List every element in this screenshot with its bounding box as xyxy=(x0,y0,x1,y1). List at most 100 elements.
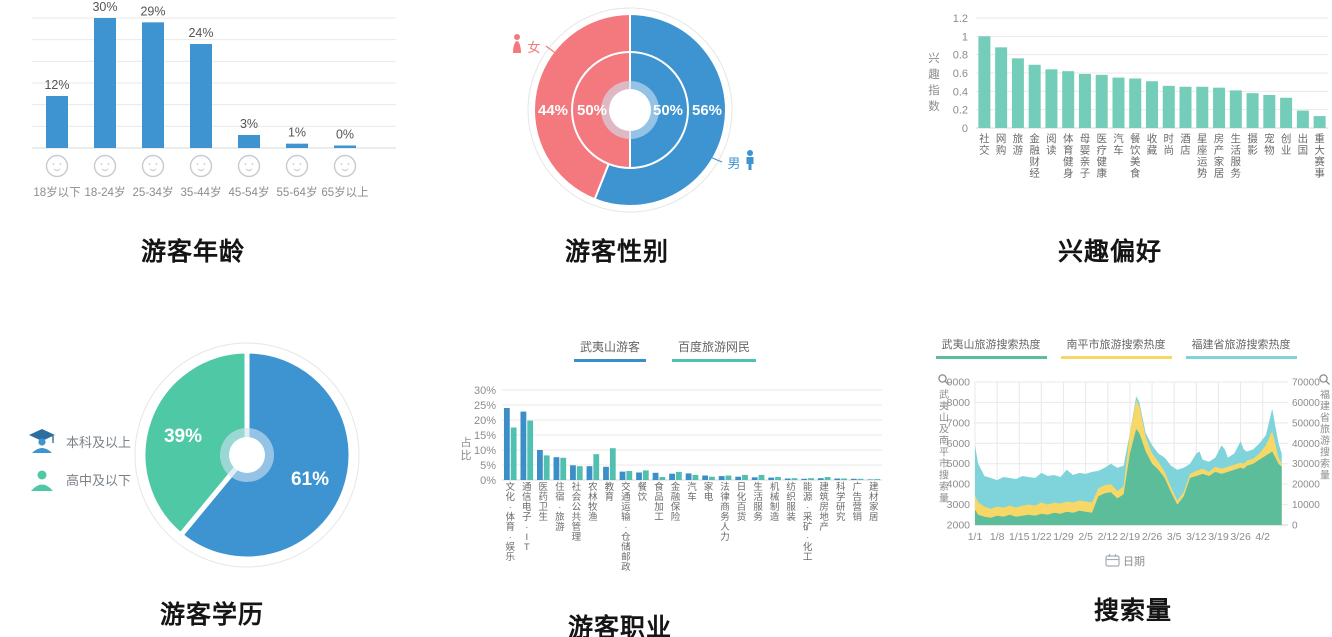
occupation-bar-wuyishan[interactable] xyxy=(570,465,576,480)
occupation-bar-wuyishan[interactable] xyxy=(503,408,510,480)
occupation-bar-wuyishan[interactable] xyxy=(636,472,642,481)
svg-text:5%: 5% xyxy=(480,460,496,472)
occupation-bar-wuyishan[interactable] xyxy=(603,466,609,480)
interest-bar[interactable] xyxy=(1162,85,1175,128)
occupation-bar-baidu[interactable] xyxy=(824,477,831,480)
occupation-bar-wuyishan[interactable] xyxy=(553,457,560,480)
interest-bar-chart: 0 0.2 0.4 0.6 0.8 1 1.2 兴趣指数社交网购旅游金融财经阅读体育健身母婴亲… xyxy=(928,13,1328,180)
occupation-bar-baidu[interactable] xyxy=(593,454,600,480)
interest-bar[interactable] xyxy=(1246,93,1259,128)
interest-bar[interactable] xyxy=(1296,110,1309,128)
svg-text:18岁以下: 18岁以下 xyxy=(33,185,80,199)
occupation-bar-wuyishan[interactable] xyxy=(685,473,692,480)
age-bar[interactable] xyxy=(94,18,116,148)
occupation-bar-wuyishan[interactable] xyxy=(850,478,857,480)
svg-text:兴趣指数: 兴趣指数 xyxy=(928,52,940,113)
occupation-bar-baidu[interactable] xyxy=(659,477,666,480)
svg-text:食品加工: 食品加工 xyxy=(654,481,664,523)
interest-bar[interactable] xyxy=(1062,71,1075,128)
occupation-bar-wuyishan[interactable] xyxy=(768,477,775,480)
search-area-chart: 2000 3000 4000 5000 6000 7000 8000 9000 1/1 1/8 1/… xyxy=(938,374,1330,568)
interest-bar[interactable] xyxy=(1112,77,1125,128)
interest-bar[interactable] xyxy=(1229,90,1242,128)
occupation-bar-wuyishan[interactable] xyxy=(751,477,758,480)
occupation-bar-wuyishan[interactable] xyxy=(702,475,709,481)
interest-bar[interactable] xyxy=(1095,74,1108,128)
interest-bar[interactable] xyxy=(1011,58,1024,129)
occupation-bar-wuyishan[interactable] xyxy=(834,478,841,481)
svg-text:时尚: 时尚 xyxy=(1164,133,1175,157)
occupation-bar-wuyishan[interactable] xyxy=(619,471,626,480)
age-bar[interactable] xyxy=(334,145,356,149)
interest-bar[interactable] xyxy=(1280,97,1293,128)
interest-bar[interactable] xyxy=(1179,86,1192,128)
occupation-bar-wuyishan[interactable] xyxy=(537,450,543,480)
occupation-bar-wuyishan[interactable] xyxy=(735,476,742,480)
occupation-bar-wuyishan[interactable] xyxy=(669,473,675,480)
occupation-bar-wuyishan[interactable] xyxy=(652,472,659,480)
occupation-bar-wuyishan[interactable] xyxy=(801,478,808,480)
legend-item-福建省旅游搜索热度[interactable]: 福建省旅游搜索热度 xyxy=(1185,334,1297,359)
occupation-bar-wuyishan[interactable] xyxy=(718,476,725,480)
occupation-bar-baidu[interactable] xyxy=(543,455,550,480)
age-bar[interactable] xyxy=(286,143,308,148)
area-series[interactable] xyxy=(975,429,1282,525)
pie-plate-ring xyxy=(527,7,733,213)
legend-item-wuyishan-tourist[interactable]: 武夷山游客 xyxy=(573,336,646,362)
occupation-bar-baidu[interactable] xyxy=(709,476,715,480)
interest-bar[interactable] xyxy=(1146,81,1158,128)
occupation-bar-wuyishan[interactable] xyxy=(817,478,824,480)
interest-bar[interactable] xyxy=(978,36,991,129)
age-bar[interactable] xyxy=(190,44,212,148)
interest-bar[interactable] xyxy=(1196,86,1209,128)
occupation-bar-baidu[interactable] xyxy=(808,478,814,480)
age-bar[interactable] xyxy=(46,96,68,148)
age-bar[interactable] xyxy=(142,22,164,148)
interest-bar[interactable] xyxy=(1045,69,1058,128)
occupation-bar-baidu[interactable] xyxy=(874,479,881,480)
occupation-bar-baidu[interactable] xyxy=(725,475,732,481)
interest-bar[interactable] xyxy=(1129,78,1142,129)
occupation-bar-baidu[interactable] xyxy=(560,457,567,480)
legend-item-baidu-netizen[interactable]: 百度旅游网民 xyxy=(672,336,757,362)
occupation-bar-wuyishan[interactable] xyxy=(520,411,527,480)
occupation-bar-baidu[interactable] xyxy=(527,420,534,480)
occupation-bar-baidu[interactable] xyxy=(675,471,682,480)
interest-bar[interactable] xyxy=(1213,87,1226,128)
legend-item-武夷山旅游搜索热度[interactable]: 武夷山旅游搜索热度 xyxy=(935,334,1047,359)
legend-item-highschool[interactable]: 高中及以下 xyxy=(28,466,131,492)
occupation-bar-baidu[interactable] xyxy=(510,427,517,481)
svg-text:3/5: 3/5 xyxy=(1167,531,1182,543)
occupation-bar-baidu[interactable] xyxy=(609,448,616,480)
occupation-bar-wuyishan[interactable] xyxy=(867,479,874,480)
age-bar[interactable] xyxy=(238,135,260,148)
occupation-bar-baidu[interactable] xyxy=(775,477,781,480)
svg-text:法律商务人力: 法律商务人力 xyxy=(720,481,730,543)
svg-text:广告营销: 广告营销 xyxy=(852,481,862,523)
education-slice-highschool[interactable] xyxy=(140,348,250,538)
interest-bar[interactable] xyxy=(995,47,1008,129)
legend-item-bachelor[interactable]: 本科及以上 xyxy=(28,428,131,454)
occupation-bar-baidu[interactable] xyxy=(576,466,583,480)
occupation-bar-baidu[interactable] xyxy=(692,474,699,480)
occupation-bar-baidu[interactable] xyxy=(791,478,798,480)
occupation-bar-baidu[interactable] xyxy=(742,474,748,480)
svg-text:50%: 50% xyxy=(577,102,607,119)
occupation-bar-baidu[interactable] xyxy=(857,478,864,480)
occupation-bar-baidu[interactable] xyxy=(841,478,847,481)
svg-text:7000: 7000 xyxy=(947,417,971,429)
interest-bar[interactable] xyxy=(1263,95,1276,128)
svg-text:50%: 50% xyxy=(653,102,683,119)
occupation-bar-baidu[interactable] xyxy=(758,474,765,480)
interest-bar[interactable] xyxy=(1028,64,1041,128)
occupation-bar-wuyishan[interactable] xyxy=(784,478,791,481)
interest-bar[interactable] xyxy=(1078,73,1091,128)
occupation-bar-baidu[interactable] xyxy=(626,471,633,480)
interest-bar[interactable] xyxy=(1313,116,1326,128)
legend-item-南平市旅游搜索热度[interactable]: 南平市旅游搜索热度 xyxy=(1060,334,1172,359)
occupation-bar-wuyishan[interactable] xyxy=(586,466,593,480)
svg-text:餐饮: 餐饮 xyxy=(638,481,648,503)
occupation-bar-baidu[interactable] xyxy=(642,470,649,480)
female-icon xyxy=(513,34,521,53)
svg-text:金融保险: 金融保险 xyxy=(671,481,681,523)
